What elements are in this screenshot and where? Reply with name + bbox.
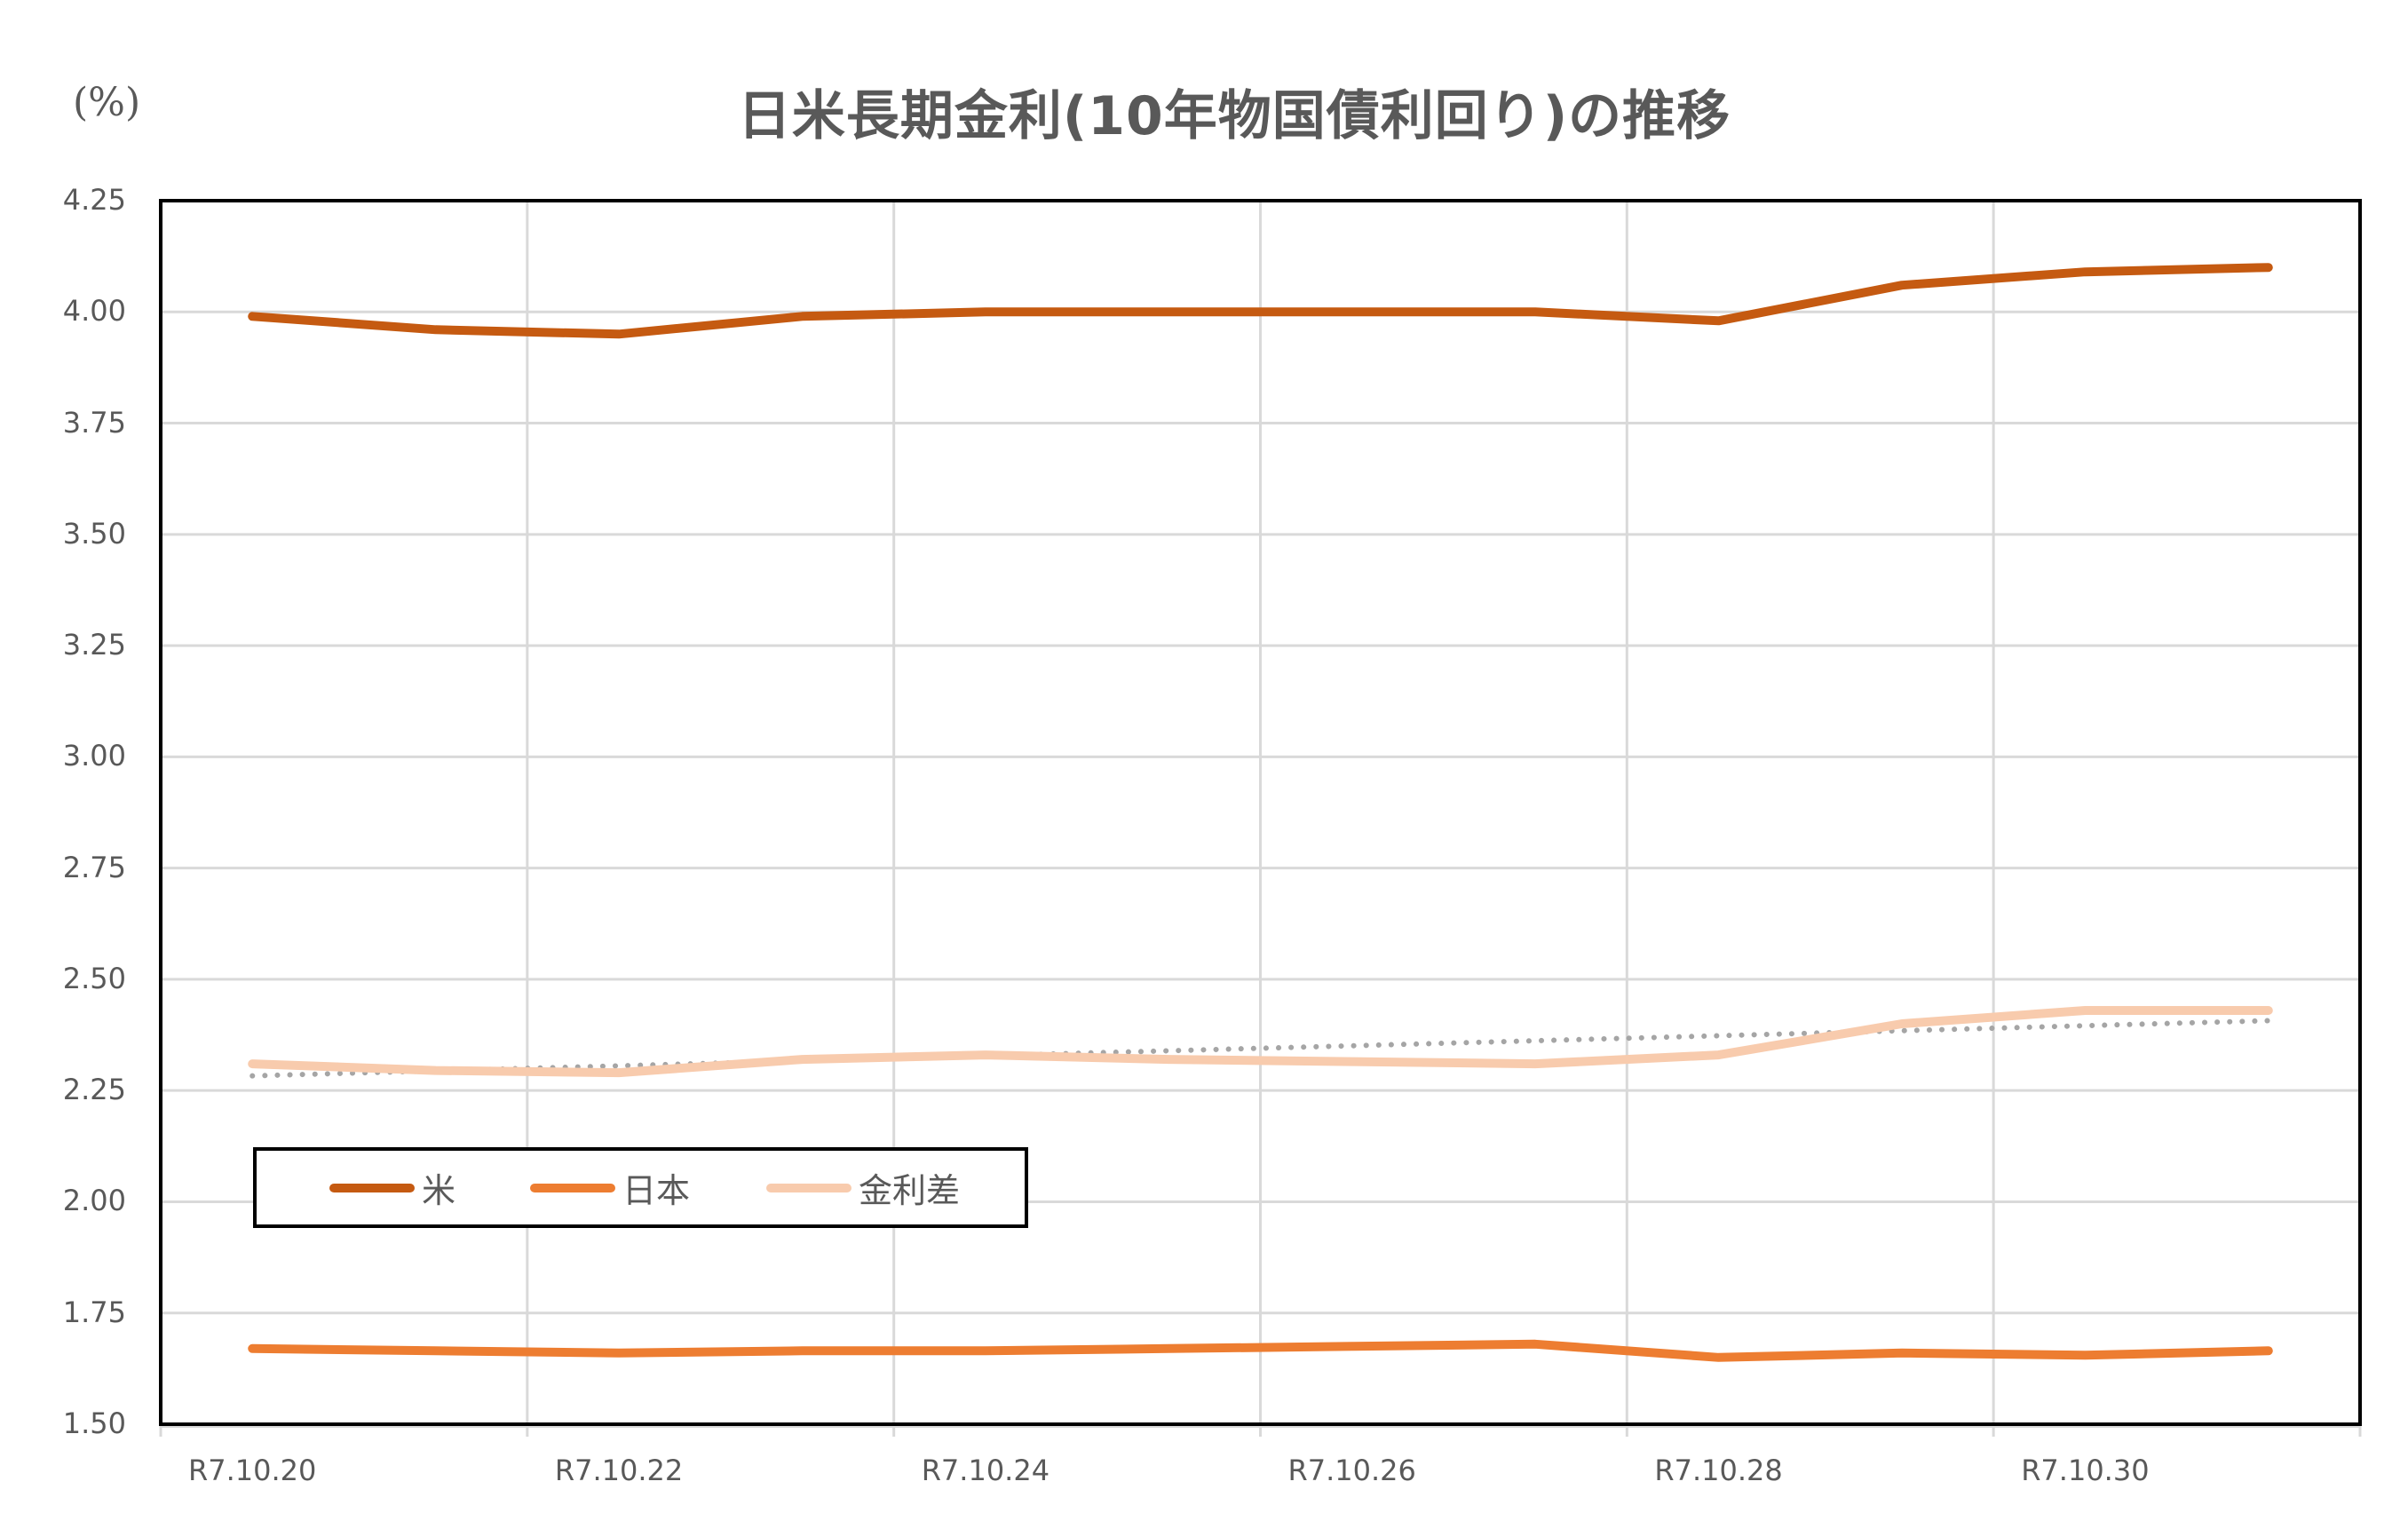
legend-item-japan: 日本 [530, 1151, 690, 1224]
trendline-spread [250, 1018, 2271, 1079]
legend: 米 日本 金利差 [253, 1147, 1028, 1228]
y-axis-unit-label: (%) [73, 80, 141, 125]
legend-item-spread: 金利差 [766, 1151, 960, 1224]
y-axis-tick-label: 4.00 [62, 294, 126, 329]
x-axis-tick-label: R7.10.26 [1287, 1454, 1416, 1487]
series-line-us [248, 263, 2273, 339]
x-axis-tick-label: R7.10.24 [921, 1454, 1050, 1487]
legend-item-us: 米 [329, 1151, 455, 1224]
plot-border [159, 199, 2362, 1426]
y-axis-tick-label: 2.25 [62, 1073, 126, 1107]
legend-swatch-japan [530, 1183, 615, 1192]
x-axis-tick-label: R7.10.28 [1654, 1454, 1783, 1487]
y-axis-tick-label: 3.00 [62, 739, 126, 773]
x-axis-tick-label: R7.10.30 [2021, 1454, 2150, 1487]
legend-swatch-spread [766, 1183, 852, 1192]
y-axis-tick-label: 2.75 [62, 850, 126, 884]
series-line-japan [248, 1339, 2273, 1362]
y-axis-tick-label: 2.50 [62, 961, 126, 995]
y-axis-tick-label: 4.25 [62, 183, 126, 217]
legend-label-japan: 日本 [622, 1171, 691, 1210]
y-axis-tick-label: 3.50 [62, 516, 126, 551]
y-axis-tick-label: 1.75 [62, 1295, 126, 1329]
legend-label-spread: 金利差 [859, 1171, 961, 1210]
x-axis-tick-label: R7.10.20 [188, 1454, 317, 1487]
legend-label-us: 米 [422, 1171, 456, 1210]
y-axis-tick-label: 1.50 [62, 1406, 126, 1440]
y-axis-tick-label: 2.00 [62, 1184, 126, 1218]
legend-swatch-us [329, 1183, 415, 1192]
y-axis-tick-label: 3.25 [62, 628, 126, 662]
chart-title: 日米長期金利(10年物国債利回り)の推移 [737, 85, 1731, 147]
series-line-spread [248, 1006, 2273, 1078]
y-axis-tick-label: 3.75 [62, 405, 126, 440]
x-axis-tick-label: R7.10.22 [554, 1454, 684, 1487]
